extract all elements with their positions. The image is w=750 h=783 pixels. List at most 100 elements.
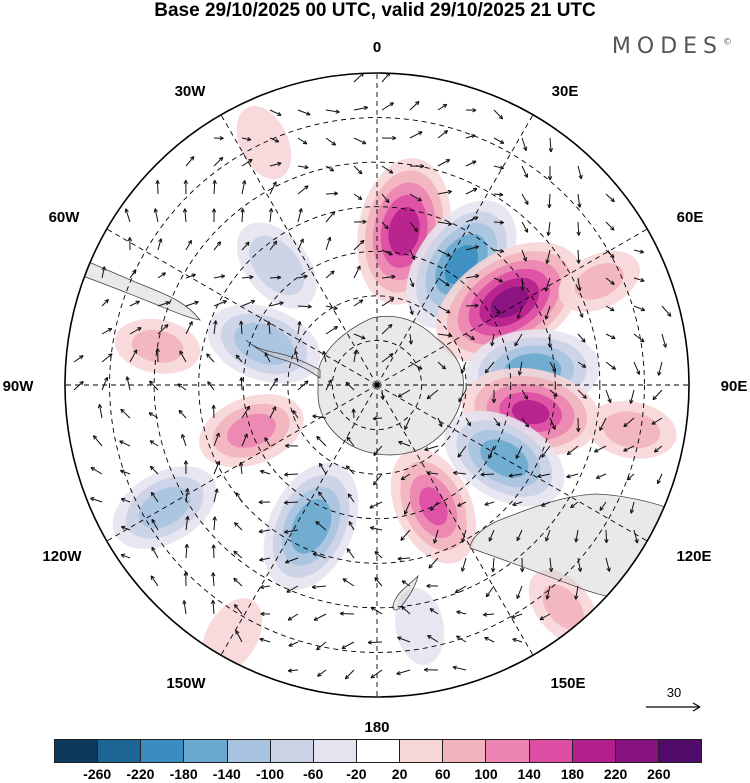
wind-vector	[92, 435, 103, 447]
wind-vector	[576, 249, 581, 264]
wind-vector	[293, 350, 299, 363]
wind-vector	[516, 305, 523, 319]
wind-vector	[493, 417, 501, 427]
wind-vector	[369, 526, 383, 531]
wind-vector	[353, 265, 361, 279]
brand-name: MODES	[611, 34, 723, 59]
wind-vector	[179, 350, 187, 363]
wind-vector	[547, 165, 553, 181]
wind-vector	[516, 529, 523, 542]
wind-vector	[460, 557, 467, 572]
graticule	[65, 73, 689, 697]
wind-vector	[437, 159, 451, 167]
wind-vector	[520, 557, 525, 573]
wind-vector	[465, 417, 472, 427]
wind-vector	[574, 585, 579, 600]
wind-vector	[347, 493, 355, 503]
wind-vector	[426, 583, 439, 589]
wind-vector	[125, 376, 131, 391]
wind-vector	[318, 462, 327, 475]
wind-vector	[269, 275, 282, 280]
wind-vector	[241, 405, 250, 419]
wind-vector	[325, 305, 338, 310]
wind-vector	[297, 304, 312, 309]
wind-vector	[284, 529, 299, 534]
wind-vector	[465, 108, 477, 113]
wind-vector	[353, 219, 367, 225]
wind-vector	[605, 305, 615, 312]
wind-vector	[185, 156, 195, 167]
wind-vector	[465, 274, 480, 279]
wind-vector	[576, 417, 581, 432]
meridian	[376, 384, 648, 542]
wind-vector	[460, 361, 467, 374]
wind-vector	[297, 164, 309, 170]
colorbar-tick-label: 220	[603, 766, 628, 782]
wind-vector	[264, 437, 271, 447]
wind-vector	[577, 361, 587, 368]
wind-vector	[241, 241, 250, 251]
wind-vector	[119, 440, 131, 447]
wind-vector	[341, 641, 355, 649]
wind-vector	[346, 436, 355, 447]
wind-vector	[157, 272, 166, 279]
anomaly-blob-10	[207, 304, 321, 384]
colorbar-swatch	[571, 740, 615, 762]
colorbar-tick-label: -140	[212, 766, 241, 782]
wind-vector	[458, 389, 467, 403]
wind-vector	[238, 461, 244, 475]
wind-vector	[370, 669, 383, 679]
wind-vector	[404, 417, 411, 430]
wind-vector	[397, 389, 411, 398]
wind-vector	[493, 109, 504, 120]
wind-vector	[566, 473, 579, 479]
wind-vector	[213, 274, 226, 279]
pole-marker	[374, 382, 380, 388]
wind-vector	[374, 551, 383, 559]
wind-vector	[259, 557, 271, 562]
contour-level	[388, 206, 420, 256]
wind-vector	[493, 165, 504, 170]
wind-vector	[465, 160, 477, 167]
wind-vector	[629, 501, 635, 514]
wind-vector	[485, 585, 495, 598]
wind-vector	[427, 634, 439, 643]
wind-vector	[403, 501, 411, 515]
wind-vector	[401, 580, 411, 587]
wind-vector	[120, 553, 131, 559]
wind-vector	[150, 491, 159, 503]
wind-vector	[101, 266, 106, 279]
wind-vector	[381, 274, 396, 280]
wind-vector	[346, 548, 355, 559]
wind-vector	[185, 515, 190, 531]
colorbar-swatch	[183, 740, 227, 762]
wind-vector	[155, 347, 160, 363]
wind-vector	[657, 361, 663, 376]
colorbar-tick-label: -60	[303, 766, 324, 782]
wind-vector	[409, 193, 422, 202]
wind-vector	[437, 417, 443, 428]
wind-vector	[211, 404, 216, 419]
colorbar-tick-label: -180	[169, 766, 198, 782]
wind-vector	[127, 237, 133, 251]
wind-vector	[353, 239, 365, 251]
colorbar-swatch	[226, 740, 270, 762]
wind-vector	[397, 556, 411, 561]
wind-vector	[212, 179, 217, 195]
wind-vector	[312, 414, 327, 419]
wind-vector	[213, 156, 224, 167]
wind-vector	[269, 181, 277, 195]
wind-vector	[129, 327, 142, 335]
wind-vector	[213, 320, 218, 335]
wind-vector	[120, 525, 131, 531]
wind-vector	[353, 137, 367, 145]
wind-vector	[288, 641, 299, 647]
wind-vector	[372, 416, 383, 421]
wind-vector	[184, 543, 189, 559]
wind-vector	[521, 221, 529, 233]
wind-vector	[345, 465, 355, 475]
wind-vector	[484, 501, 495, 506]
wind-vector	[512, 501, 523, 507]
wind-vector	[452, 665, 467, 671]
wind-vector	[284, 472, 299, 477]
